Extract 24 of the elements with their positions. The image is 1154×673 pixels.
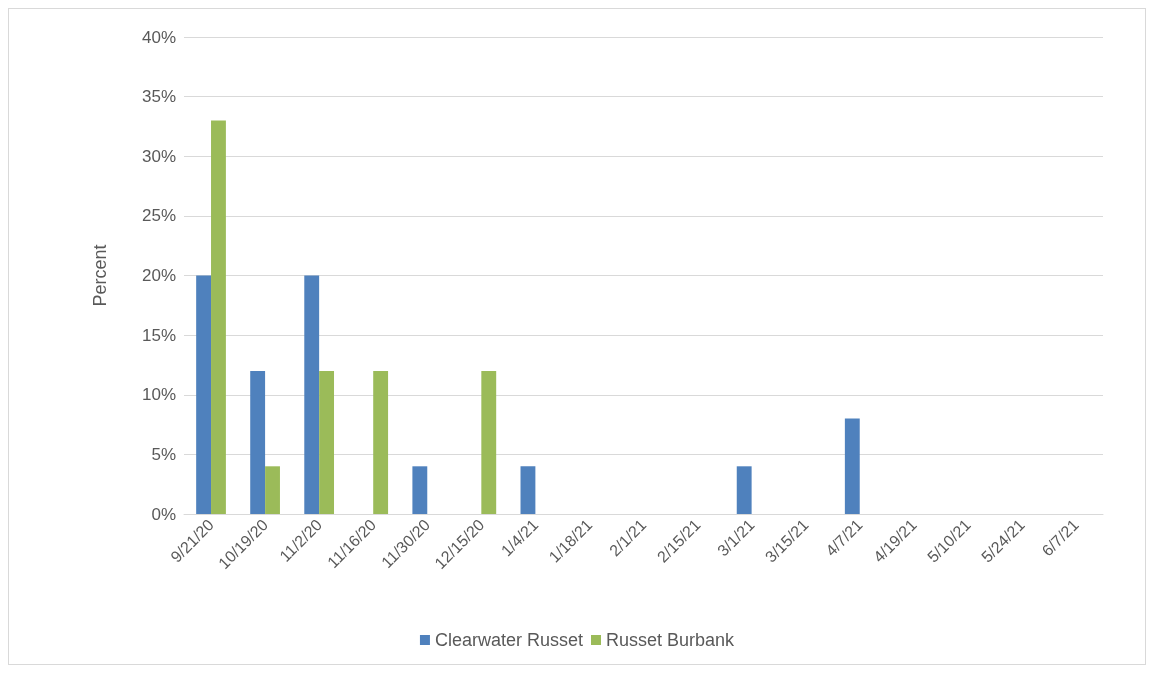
bar [520,466,536,514]
y-tick-label: 25% [141,206,176,226]
y-tick-label: 40% [141,27,176,47]
y-tick-label: 35% [141,87,176,107]
y-tick-label: 15% [141,325,176,345]
bar [265,466,280,514]
bar [481,370,497,514]
legend-label: Russet Burbank [605,630,736,650]
y-tick-label: 20% [141,266,176,285]
bar [319,370,335,514]
y-tick-label: 5% [151,444,176,464]
bar [736,466,752,514]
bar [211,120,226,514]
bar [373,370,389,514]
y-tick-label: 0% [151,504,176,524]
y-axis-title: Percent [90,244,110,307]
bar [196,275,212,514]
y-tick-label: 10% [141,385,176,405]
bar [844,418,860,514]
bar [250,370,266,514]
bar [412,466,428,514]
legend-label: Clearwater Russet [434,630,583,650]
bar [304,275,320,514]
y-tick-label: 30% [141,146,176,166]
